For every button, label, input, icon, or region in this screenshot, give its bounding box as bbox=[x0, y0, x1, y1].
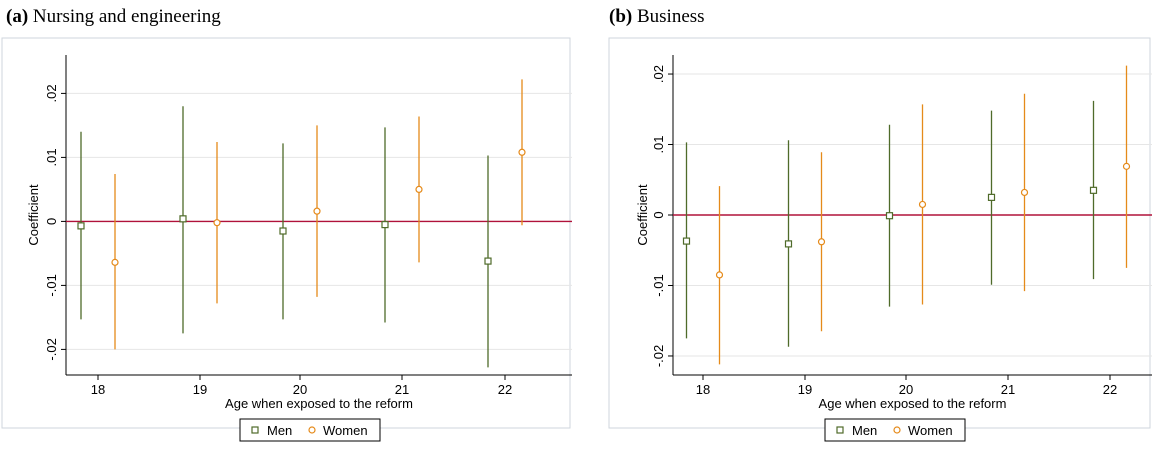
panel-b-men-point-19 bbox=[784, 240, 793, 248]
panel-b-y-tick-label: -.01 bbox=[651, 274, 666, 296]
panel-a-men-point-20 bbox=[279, 227, 287, 235]
panel-a-legend-men-label: Men bbox=[267, 423, 292, 438]
panel-b-women-point-21 bbox=[1020, 188, 1029, 197]
panel-b-frame bbox=[608, 37, 1151, 429]
panel-b-legend-women-label: Women bbox=[908, 423, 953, 438]
panel-a-y-tick-label: -.01 bbox=[44, 274, 59, 296]
panel-b-legend-men-marker bbox=[836, 426, 844, 434]
panel-b-men-point-21 bbox=[987, 193, 996, 201]
panel-a-women-point-22 bbox=[518, 148, 526, 156]
panel-a-women-point-19 bbox=[213, 219, 221, 227]
panel-b-y-tick-label: .01 bbox=[651, 135, 666, 153]
panel-a-legend-women-marker bbox=[308, 426, 316, 434]
panel-a-y-tick-label: -.02 bbox=[44, 338, 59, 360]
panel-a-x-tick-label: 22 bbox=[498, 382, 512, 397]
panel-b-legend-men-label: Men bbox=[852, 423, 877, 438]
panel-b-y-tick-label: .02 bbox=[651, 65, 666, 83]
panel-a-men-point-21 bbox=[381, 221, 389, 229]
panel-a-title: (a) Nursing and engineering bbox=[6, 6, 221, 28]
panel-b-label: (b) bbox=[609, 6, 633, 27]
panel-a-y-axis-title: Coefficient bbox=[26, 184, 41, 246]
panel-a-women-point-18 bbox=[111, 258, 119, 266]
panel-a-x-tick-label: 21 bbox=[395, 382, 409, 397]
panel-a-x-tick-label: 18 bbox=[91, 382, 105, 397]
panel-a-men-point-22 bbox=[484, 257, 492, 265]
panel-b-title: (b) Business bbox=[609, 6, 705, 28]
panel-a-label: (a) bbox=[6, 6, 29, 27]
panel-b-women-point-19 bbox=[817, 238, 826, 246]
panel-b-women-point-20 bbox=[918, 200, 927, 209]
panel-a-x-tick-label: 19 bbox=[193, 382, 207, 397]
panel-b-men-point-22 bbox=[1089, 186, 1098, 194]
panel-b-women-point-22 bbox=[1122, 162, 1131, 170]
panel-b-y-tick-label: 0 bbox=[651, 211, 666, 218]
panel-a-y-tick-label: .01 bbox=[44, 148, 59, 166]
panel-b-x-tick-label: 20 bbox=[899, 382, 913, 397]
panel-b-title-text: Business bbox=[636, 6, 705, 27]
panel-b-men-point-20 bbox=[885, 212, 894, 220]
panel-a-x-axis-title: Age when exposed to the reform bbox=[225, 396, 413, 411]
panel-b-x-tick-label: 18 bbox=[696, 382, 710, 397]
panel-a-women-point-20 bbox=[313, 207, 321, 215]
panel-a-men-point-19 bbox=[179, 215, 187, 223]
panel-a-y-tick-label: 0 bbox=[44, 218, 59, 225]
panel-b-x-tick-label: 19 bbox=[798, 382, 812, 397]
panel-a-men-point-18 bbox=[77, 222, 85, 230]
panel-b-x-tick-label: 22 bbox=[1103, 382, 1117, 397]
panel-b-y-tick-label: -.02 bbox=[651, 345, 666, 367]
panel-b-women-point-18 bbox=[715, 271, 724, 279]
panel-a-legend-men-marker bbox=[251, 426, 259, 434]
panel-b-y-axis-title: Coefficient bbox=[635, 184, 650, 246]
panel-a-legend-women-label: Women bbox=[323, 423, 368, 438]
panel-a-x-tick-label: 20 bbox=[293, 382, 307, 397]
panel-a-y-tick-label: .02 bbox=[44, 84, 59, 102]
panel-b-x-tick-label: 21 bbox=[1001, 382, 1015, 397]
panel-a-title-text: Nursing and engineering bbox=[32, 6, 221, 27]
panel-b-legend-women-marker bbox=[893, 426, 901, 434]
panel-b-men-point-18 bbox=[682, 237, 691, 245]
panel-a-women-point-21 bbox=[415, 185, 423, 193]
panel-b-x-axis-title: Age when exposed to the reform bbox=[819, 396, 1007, 411]
